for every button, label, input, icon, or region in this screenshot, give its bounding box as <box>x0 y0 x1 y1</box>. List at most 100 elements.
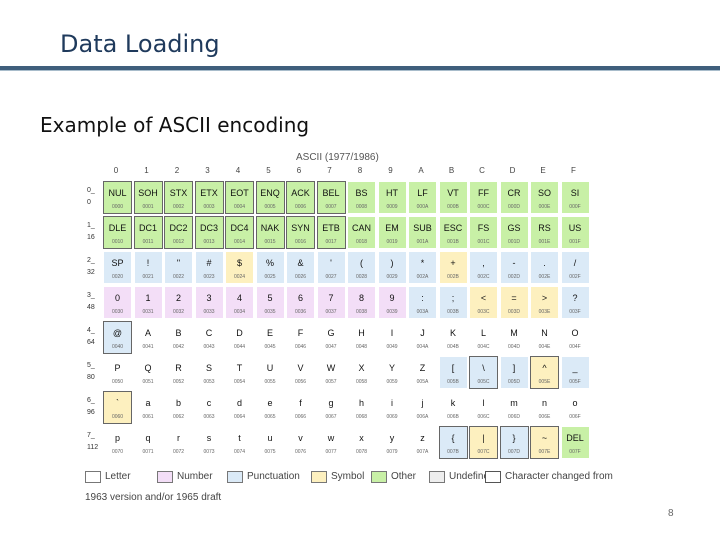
row-label: 4_ 64 <box>85 325 101 349</box>
ascii-code: 0035 <box>264 309 276 315</box>
ascii-character: R <box>175 363 182 373</box>
ascii-code: 0036 <box>294 309 307 315</box>
ascii-code: 0020 <box>111 274 124 280</box>
ascii-character: CAN <box>351 223 371 233</box>
ascii-character: v <box>298 433 303 443</box>
ascii-character: ` <box>116 398 119 408</box>
ascii-code: 004F <box>569 344 581 350</box>
ascii-character: BEL <box>322 188 340 198</box>
ascii-code: 0030 <box>111 309 124 315</box>
ascii-character: # <box>206 258 212 268</box>
ascii-code: 0018 <box>355 239 368 245</box>
ascii-cell: g 0067 <box>316 391 346 424</box>
ascii-cell: f 0066 <box>286 391 315 424</box>
ascii-character: ^ <box>542 363 547 373</box>
ascii-cell: ^ 005E <box>530 356 559 389</box>
ascii-cell: ] 005D <box>499 356 529 389</box>
column-header: E <box>540 166 546 175</box>
ascii-character: ACK <box>291 188 310 198</box>
ascii-code: 0062 <box>172 414 185 420</box>
ascii-code: 0055 <box>264 379 276 385</box>
ascii-code: 0008 <box>355 204 368 210</box>
ascii-cell: / 002F <box>560 251 590 284</box>
ascii-cell: x 0078 <box>347 426 376 459</box>
ascii-code: 0013 <box>203 239 215 245</box>
ascii-character: RS <box>538 223 551 233</box>
ascii-character: < <box>480 293 487 303</box>
title-rule-light <box>0 70 720 71</box>
ascii-character: CR <box>507 188 521 198</box>
ascii-character: y <box>389 433 395 443</box>
ascii-code: 0058 <box>355 379 368 385</box>
row-label: 3_ 48 <box>85 290 101 314</box>
ascii-cell: I 0049 <box>377 321 407 354</box>
ascii-code: 0029 <box>386 274 398 280</box>
ascii-cell: ` 0060 <box>103 391 132 424</box>
ascii-code: 000B <box>447 204 459 210</box>
ascii-cell: % 0025 <box>255 251 285 284</box>
column-header: 2 <box>174 166 180 175</box>
ascii-code: 0077 <box>325 449 337 455</box>
ascii-code: 0073 <box>203 449 215 455</box>
ascii-code: 0064 <box>233 414 246 420</box>
ascii-character: G <box>327 328 335 338</box>
ascii-cell: _ 005F <box>560 356 590 389</box>
ascii-character: ! <box>146 258 150 268</box>
legend-label: Symbol <box>331 471 365 482</box>
ascii-cell: s 0073 <box>194 426 224 459</box>
ascii-character: US <box>568 223 582 233</box>
ascii-cell: U 0055 <box>255 356 285 389</box>
row-label-decimal: 16 <box>87 234 95 241</box>
legend-swatch <box>429 471 445 483</box>
ascii-code: 001A <box>416 239 429 245</box>
ascii-cell: Y 0059 <box>377 356 407 389</box>
ascii-cell: DC1 0011 <box>133 216 163 249</box>
ascii-code: 005B <box>447 379 459 385</box>
ascii-code: 006D <box>508 414 520 420</box>
ascii-character: SO <box>537 188 551 198</box>
ascii-cell: i 0069 <box>377 391 407 424</box>
ascii-code: 003A <box>416 309 429 315</box>
ascii-code: 003C <box>477 309 490 315</box>
ascii-cell: ETX 0003 <box>194 181 224 214</box>
ascii-character: z <box>420 433 425 443</box>
ascii-character: i <box>391 398 393 408</box>
row-label: 2_ 32 <box>85 255 101 279</box>
ascii-character: A <box>144 328 151 338</box>
ascii-cell: N 004E <box>530 321 559 354</box>
ascii-code: 0012 <box>172 239 185 245</box>
legend-label: Undefined <box>449 471 495 482</box>
ascii-cell: NUL 0000 <box>103 181 132 214</box>
ascii-character: w <box>327 433 335 443</box>
row-label-hex: 1_ <box>87 222 95 229</box>
column-header: 5 <box>266 166 271 175</box>
ascii-table-grid: 0_ 0 NUL 0000 SOH 0001 STX 0002 ETX 0003 EOT 0004 EN… <box>85 181 592 461</box>
ascii-code: 0011 <box>142 239 154 245</box>
ascii-character: j <box>421 398 424 408</box>
row-label-hex: 2_ <box>87 257 95 264</box>
ascii-character: M <box>510 328 518 338</box>
ascii-cell: R 0052 <box>164 356 193 389</box>
ascii-cell: <003C <box>469 286 498 319</box>
column-header: 7 <box>327 166 332 175</box>
ascii-character: [ <box>451 363 455 373</box>
ascii-cell: p 0070 <box>103 426 132 459</box>
ascii-cell: } 007D <box>499 426 529 459</box>
ascii-cell: * 002A <box>408 251 437 284</box>
ascii-code: 0070 <box>111 449 124 455</box>
ascii-cell: @0040 <box>103 321 132 354</box>
ascii-cell: ENQ 0005 <box>255 181 285 214</box>
ascii-cell: K 004B <box>438 321 468 354</box>
ascii-code: 002D <box>508 274 520 280</box>
ascii-code: 005D <box>508 379 520 385</box>
ascii-character: s <box>206 433 212 443</box>
ascii-code: 004A <box>416 344 429 350</box>
ascii-cell: Q 0051 <box>133 356 163 389</box>
ascii-cell: FS 001C <box>469 216 498 249</box>
ascii-code: 003E <box>538 309 551 315</box>
ascii-cell: EM 0019 <box>377 216 407 249</box>
legend-swatch <box>227 471 243 483</box>
row-label-decimal: 96 <box>87 409 95 416</box>
row-label-hex: 3_ <box>87 292 95 299</box>
ascii-code: 0039 <box>386 309 398 315</box>
